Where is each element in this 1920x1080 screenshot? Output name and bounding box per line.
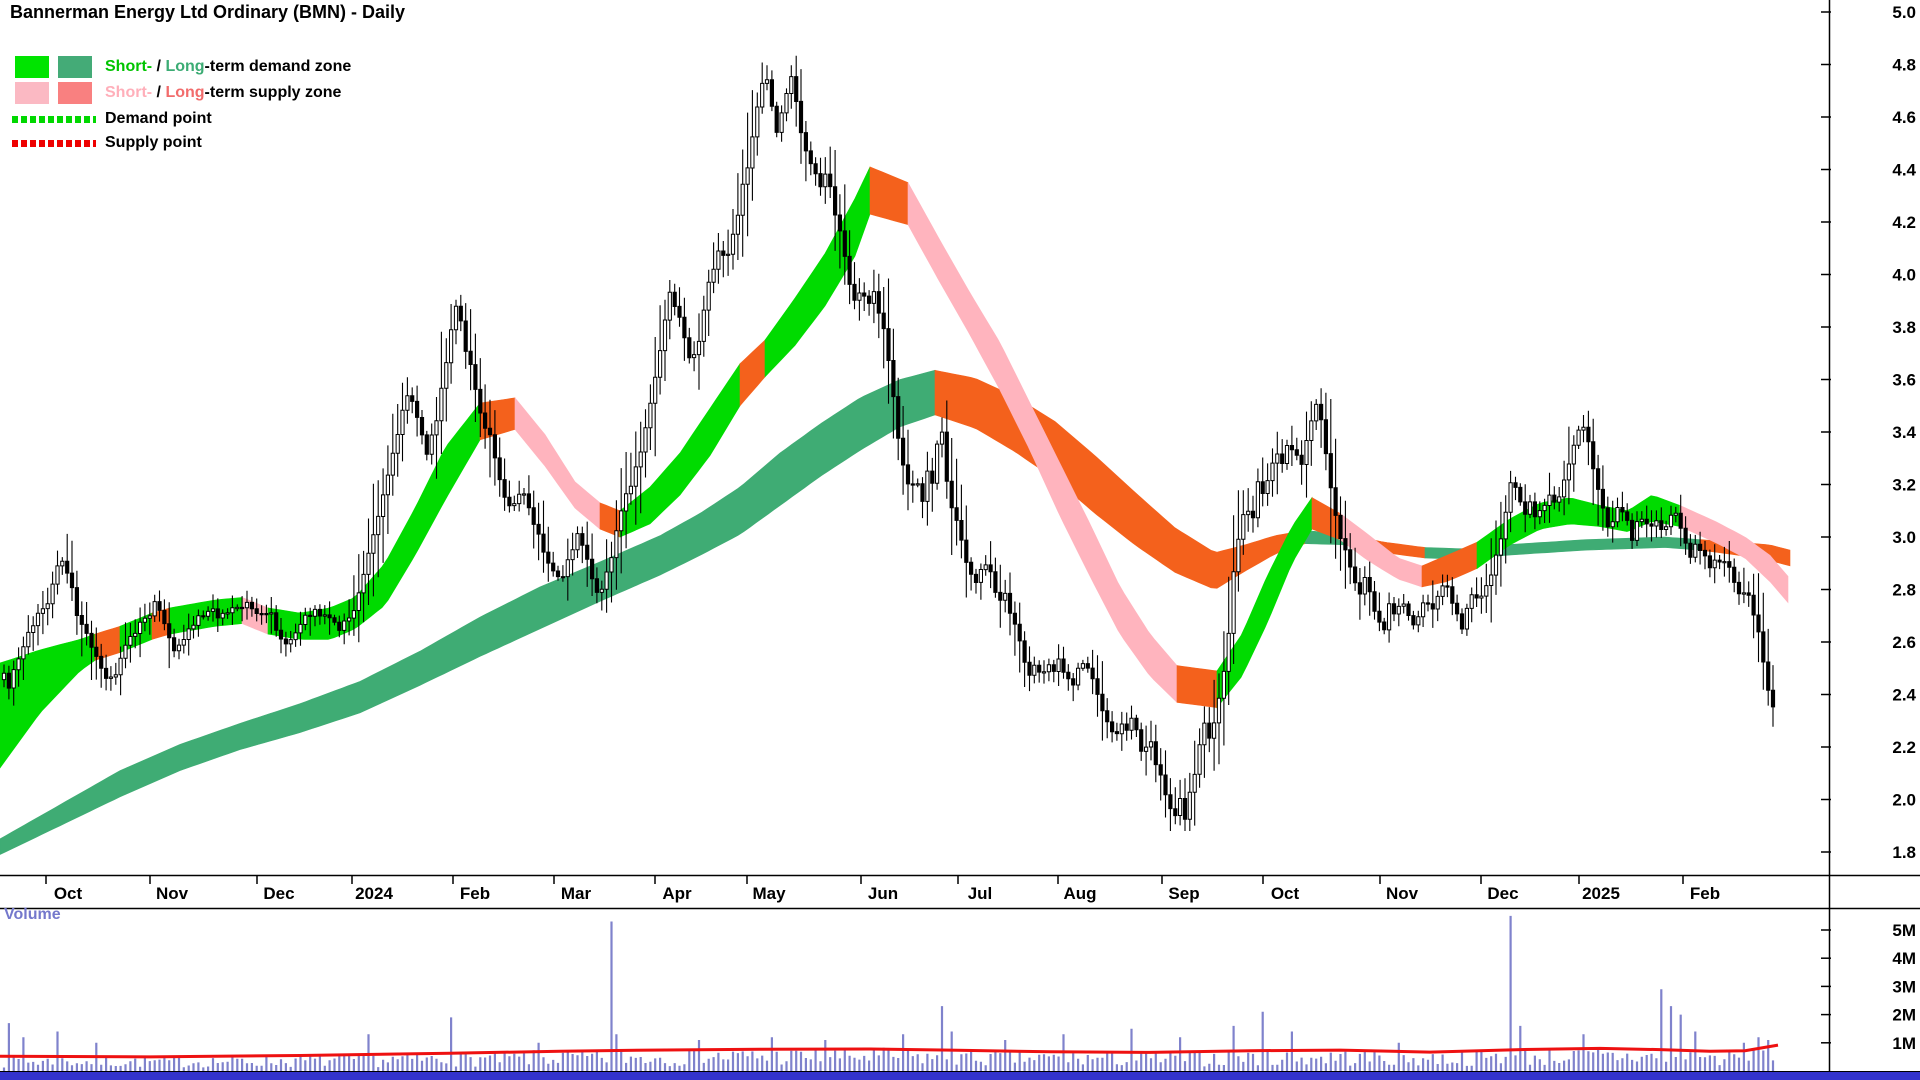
price-axis-tick-label: 4.0 xyxy=(1892,266,1916,285)
volume-pane-label: Volume xyxy=(4,906,61,923)
time-axis-tick-label: Nov xyxy=(156,884,189,903)
price-axis-tick-label: 5.0 xyxy=(1892,3,1916,22)
legend-text-segment: Long xyxy=(165,84,205,101)
legend-demand-point: Demand point xyxy=(0,108,212,130)
supply-point-dotted-line xyxy=(12,140,96,147)
price-axis-tick-label: 4.4 xyxy=(1892,161,1916,180)
time-axis-tick-label: Nov xyxy=(1386,884,1419,903)
volume-axis-tick-label: 3M xyxy=(1892,977,1916,996)
time-axis-tick-label: Feb xyxy=(460,884,490,903)
time-axis-tick-label: Aug xyxy=(1063,884,1096,903)
price-axis-tick-label: 2.8 xyxy=(1892,581,1916,600)
legend-text-segment: -term demand zone xyxy=(204,58,352,75)
volume-axis-tick-label: 5M xyxy=(1892,921,1916,940)
time-axis-tick-label: Mar xyxy=(561,884,592,903)
price-axis: 1.8 2.0 2.2 2.4 2.6 2.8 3.0 3.2 3.4 3.6 3.8 4.0 4.2 4… xyxy=(1821,3,1917,862)
price-axis-tick-label: 4.6 xyxy=(1892,108,1916,127)
volume-axis: 1M 2M 3M 4M 5M xyxy=(1821,921,1916,1053)
candlestick-series xyxy=(1,55,1776,831)
legend: Short- / Long-term demand zone Short- / … xyxy=(0,0,560,160)
time-axis-tick-label: Dec xyxy=(1487,884,1518,903)
time-axis-tick-label: Jun xyxy=(868,884,898,903)
price-axis-tick-label: 1.8 xyxy=(1892,843,1916,862)
legend-text-segment: Long xyxy=(165,58,205,75)
time-axis-tick-label: Oct xyxy=(54,884,83,903)
price-axis-tick-label: 3.0 xyxy=(1892,528,1916,547)
time-axis-tick-label: May xyxy=(752,884,786,903)
time-axis-tick-label: Sep xyxy=(1168,884,1199,903)
legend-supply-zone-label: Short- / Long-term supply zone xyxy=(105,82,341,104)
volume-average-line xyxy=(0,1043,1779,1059)
price-axis-tick-label: 2.0 xyxy=(1892,791,1916,810)
short-term-band xyxy=(0,166,1789,769)
price-axis-tick-label: 3.2 xyxy=(1892,476,1916,495)
price-axis-tick-label: 3.6 xyxy=(1892,371,1916,390)
legend-supply-point: Supply point xyxy=(0,132,202,154)
legend-supply-zone: Short- / Long-term supply zone xyxy=(0,82,341,104)
legend-supply-point-label: Supply point xyxy=(105,134,202,151)
time-axis-tick-label: 2025 xyxy=(1582,884,1620,903)
price-axis-tick-label: 2.4 xyxy=(1892,686,1916,705)
demand-zone-short-swatch xyxy=(15,56,49,78)
price-axis-tick-label: 2.2 xyxy=(1892,738,1916,757)
legend-text-segment: Short- xyxy=(105,58,153,75)
price-axis-tick-label: 3.4 xyxy=(1892,423,1916,442)
legend-demand-point-label: Demand point xyxy=(105,110,212,127)
time-axis-tick-label: 2024 xyxy=(355,884,393,903)
time-axis-tick-label: Feb xyxy=(1690,884,1720,903)
legend-text-segment: -term supply zone xyxy=(204,84,342,101)
legend-text-segment: / xyxy=(152,84,166,101)
legend-text-segment: / xyxy=(152,58,166,75)
time-axis: Oct Nov Dec 2024 Feb Mar Apr May Jun Jul Aug Sep Oct… xyxy=(45,876,1720,903)
time-axis-tick-label: Jul xyxy=(968,884,993,903)
legend-text-segment: Short- xyxy=(105,84,153,101)
volume-axis-tick-label: 2M xyxy=(1892,1006,1916,1025)
price-axis-tick-label: 3.8 xyxy=(1892,318,1916,337)
time-axis-tick-label: Dec xyxy=(263,884,294,903)
volume-bars xyxy=(2,915,1775,1071)
supply-zone-short-swatch xyxy=(15,82,49,104)
demand-zone-long-swatch xyxy=(58,56,92,78)
volume-axis-tick-label: 1M xyxy=(1892,1034,1916,1053)
price-axis-tick-label: 2.6 xyxy=(1892,633,1916,652)
time-axis-tick-label: Apr xyxy=(662,884,692,903)
chart-title: Bannerman Energy Ltd Ordinary (BMN) - Da… xyxy=(10,2,406,22)
demand-point-dotted-line xyxy=(12,116,96,123)
bottom-border-strip xyxy=(0,1072,1920,1080)
price-axis-tick-label: 4.8 xyxy=(1892,56,1916,75)
supply-zone-long-swatch xyxy=(58,82,92,104)
volume-axis-tick-label: 4M xyxy=(1892,949,1916,968)
legend-demand-zone-label: Short- / Long-term demand zone xyxy=(105,56,351,78)
time-axis-tick-label: Oct xyxy=(1271,884,1300,903)
price-axis-tick-label: 4.2 xyxy=(1892,213,1916,232)
legend-demand-zone: Short- / Long-term demand zone xyxy=(0,56,351,78)
